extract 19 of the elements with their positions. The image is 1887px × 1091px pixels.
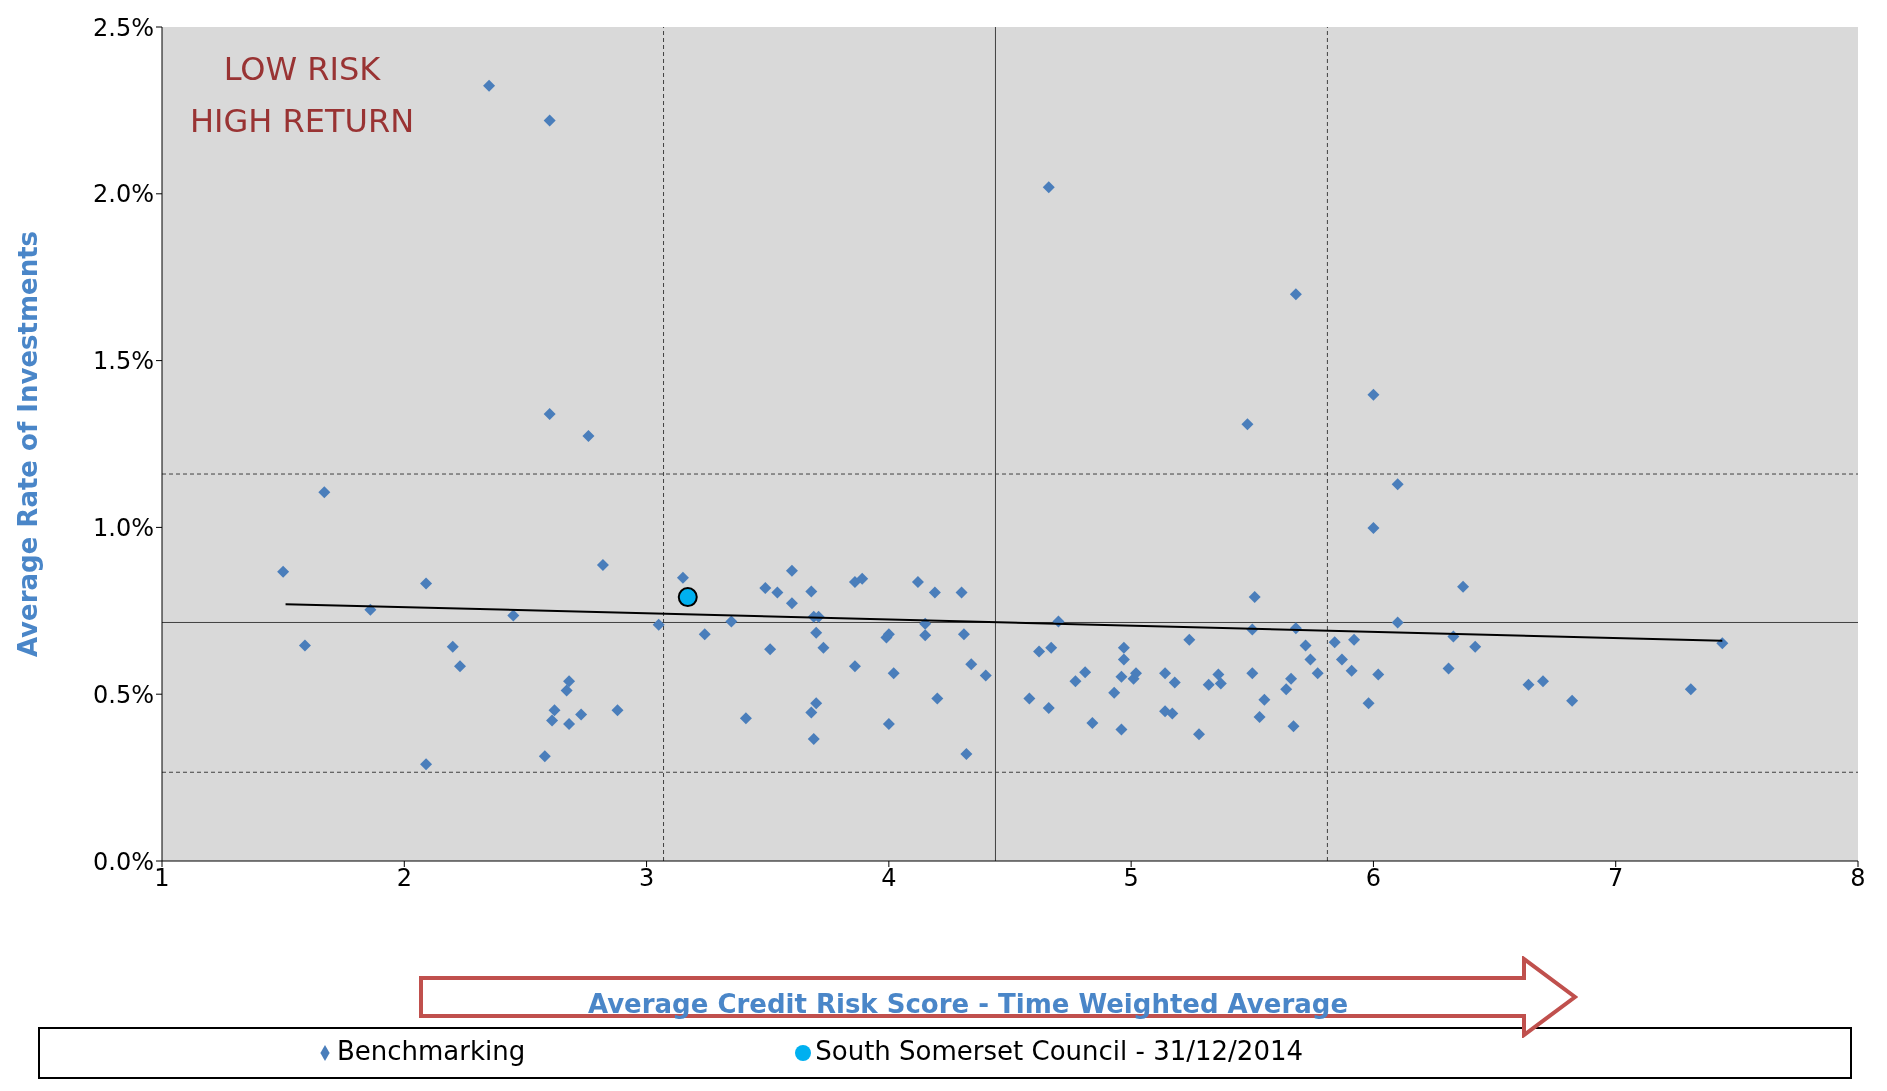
x-tick-label: 2: [396, 864, 412, 893]
y-axis-title: Average Rate of Investments: [13, 230, 44, 658]
x-tick-label: 1: [154, 864, 170, 893]
x-tick-label: 7: [1608, 864, 1624, 893]
x-tick-label: 8: [1850, 864, 1866, 893]
y-tick-label: 2.5%: [93, 13, 154, 42]
x-tick-label: 6: [1365, 864, 1382, 893]
legend-label: Benchmarking: [336, 1036, 526, 1066]
y-tick-label: 1.0%: [93, 513, 154, 542]
legend-label: South Somerset Council - 31/12/2014: [815, 1036, 1304, 1066]
annotation: LOW RISK HIGH RETURN: [188, 49, 416, 142]
y-tick-label: 2.0%: [93, 180, 154, 209]
x-tick-label: 3: [638, 864, 655, 893]
y-tick-label: 0.0%: [93, 847, 154, 876]
y-tick-label: 0.5%: [93, 680, 154, 709]
x-axis-title: Average Credit Risk Score - Time Weighted Average: [586, 989, 1349, 1019]
x-tick-label: 4: [881, 864, 897, 893]
x-tick-label: 5: [1123, 864, 1139, 893]
y-tick-label: 1.5%: [93, 347, 154, 376]
